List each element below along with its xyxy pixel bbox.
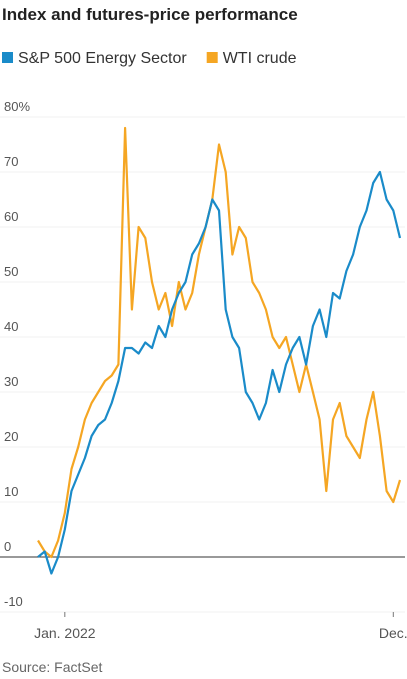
y-tick-label: 40 bbox=[4, 319, 18, 334]
y-tick-label: 0 bbox=[4, 539, 11, 554]
legend-swatch bbox=[2, 52, 13, 63]
series-line bbox=[37, 126, 402, 559]
y-tick-label: 70 bbox=[4, 154, 18, 169]
y-tick-label: 30 bbox=[4, 374, 18, 389]
y-tick-label: 10 bbox=[4, 484, 18, 499]
y-tick-label: 60 bbox=[4, 209, 18, 224]
y-tick-label: -10 bbox=[4, 594, 23, 609]
legend-label: WTI crude bbox=[223, 50, 297, 67]
source: Source: FactSet bbox=[2, 659, 102, 675]
x-tick-label: Jan. 2022 bbox=[34, 625, 96, 641]
y-tick-label: 20 bbox=[4, 429, 18, 444]
y-tick-label: 50 bbox=[4, 264, 18, 279]
legend-swatch bbox=[206, 52, 218, 63]
y-tick-label: 80% bbox=[4, 99, 30, 114]
chart-title: Index and futures-price performance bbox=[2, 5, 298, 24]
series-line bbox=[37, 170, 402, 575]
legend-label: S&P 500 Energy Sector bbox=[18, 50, 187, 67]
x-tick-label: Dec. bbox=[379, 625, 407, 641]
